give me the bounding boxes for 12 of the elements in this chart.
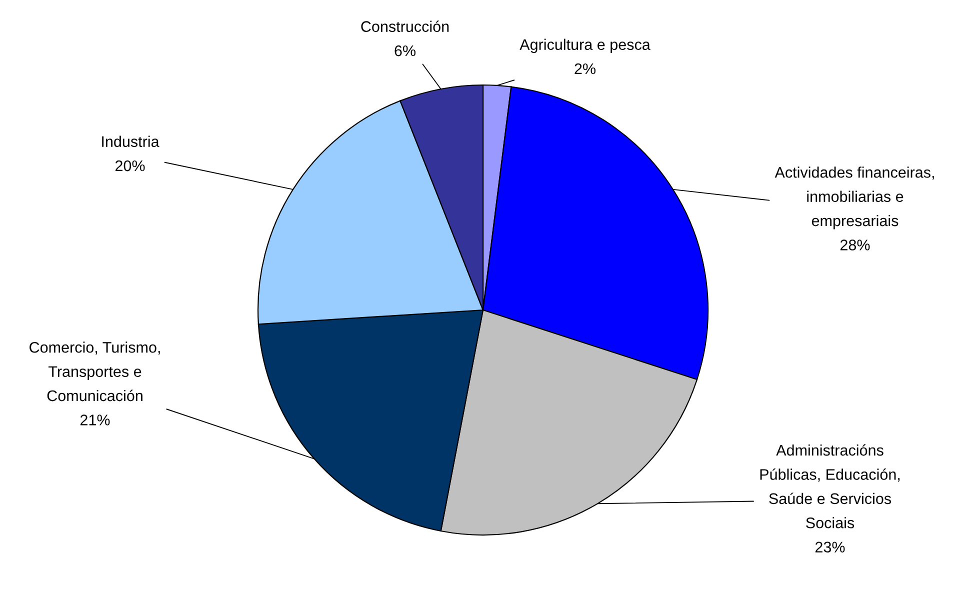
- data-label: 21%: [80, 414, 110, 426]
- data-label: 6%: [394, 45, 416, 56]
- slice-label: Comercio, Turismo, Transportes e Comunicación: [30, 342, 160, 402]
- slice-label: Industria: [102, 136, 160, 147]
- data-label: 23%: [815, 542, 845, 553]
- data-label: 20%: [115, 160, 145, 172]
- data-label: 28%: [840, 240, 870, 250]
- data-label: 2%: [574, 63, 596, 74]
- slice-label: Administracións Públicas, Educación, Saúde e Servicios Sociais: [760, 444, 900, 528]
- slice-label: Construcción: [361, 20, 449, 32]
- slice-label: Actividades financeiras, inmobiliarias e empresariais: [774, 166, 934, 230]
- slice-label: Agricultura e pesca: [520, 38, 650, 54]
